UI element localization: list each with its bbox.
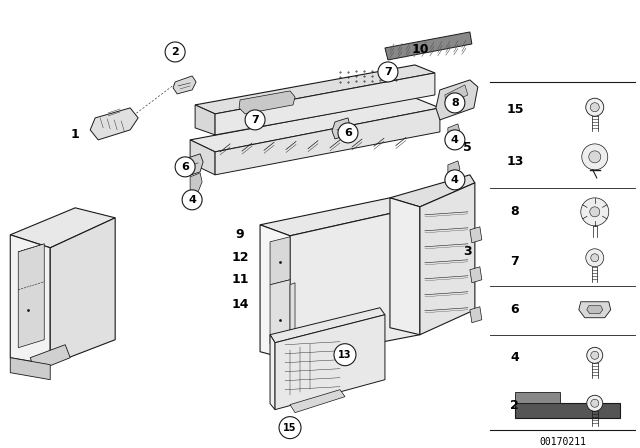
Polygon shape — [470, 227, 482, 243]
Polygon shape — [190, 98, 440, 152]
Polygon shape — [10, 358, 50, 379]
Polygon shape — [270, 308, 385, 343]
Polygon shape — [332, 118, 350, 139]
Polygon shape — [420, 183, 475, 335]
Circle shape — [590, 103, 599, 112]
Polygon shape — [195, 65, 435, 114]
Text: 15: 15 — [284, 422, 297, 433]
Circle shape — [586, 98, 604, 116]
Circle shape — [589, 151, 601, 163]
Circle shape — [182, 190, 202, 210]
Polygon shape — [436, 80, 478, 120]
Polygon shape — [30, 345, 70, 372]
Polygon shape — [445, 85, 468, 105]
Text: 7: 7 — [384, 67, 392, 77]
Polygon shape — [587, 306, 603, 314]
Text: 14: 14 — [231, 298, 249, 311]
Circle shape — [279, 417, 301, 439]
Polygon shape — [515, 392, 560, 403]
Text: 00170211: 00170211 — [540, 437, 586, 447]
Polygon shape — [290, 390, 345, 413]
Polygon shape — [390, 175, 475, 207]
Polygon shape — [173, 76, 196, 94]
Polygon shape — [260, 225, 290, 360]
Polygon shape — [10, 235, 50, 365]
Polygon shape — [239, 91, 295, 114]
Polygon shape — [470, 307, 482, 323]
Polygon shape — [10, 208, 115, 248]
Polygon shape — [270, 335, 275, 409]
Polygon shape — [275, 315, 385, 409]
Polygon shape — [290, 283, 295, 348]
Text: 8: 8 — [511, 205, 519, 218]
Text: 10: 10 — [411, 43, 429, 56]
Polygon shape — [448, 161, 460, 179]
Text: 15: 15 — [506, 103, 524, 116]
Circle shape — [587, 347, 603, 363]
Circle shape — [591, 399, 599, 407]
Circle shape — [378, 62, 398, 82]
Circle shape — [445, 93, 465, 113]
Circle shape — [586, 249, 604, 267]
Text: 6: 6 — [511, 303, 519, 316]
Circle shape — [445, 170, 465, 190]
Text: 4: 4 — [188, 195, 196, 205]
Circle shape — [587, 395, 603, 411]
Polygon shape — [579, 302, 611, 318]
Text: 2: 2 — [172, 47, 179, 57]
Text: 4: 4 — [451, 135, 459, 145]
Circle shape — [165, 42, 185, 62]
Polygon shape — [285, 350, 310, 373]
Polygon shape — [448, 124, 460, 142]
Polygon shape — [50, 218, 115, 365]
Polygon shape — [19, 244, 44, 348]
Text: 11: 11 — [231, 273, 249, 286]
Circle shape — [582, 144, 608, 170]
Polygon shape — [385, 32, 472, 60]
Text: 8: 8 — [451, 98, 459, 108]
Text: 4: 4 — [511, 351, 519, 364]
Circle shape — [591, 254, 599, 262]
Circle shape — [245, 110, 265, 130]
Polygon shape — [190, 140, 215, 175]
Text: 6: 6 — [344, 128, 352, 138]
Text: 4: 4 — [451, 175, 459, 185]
Polygon shape — [90, 108, 138, 140]
Polygon shape — [195, 105, 215, 135]
Text: 13: 13 — [506, 155, 524, 168]
Text: 1: 1 — [71, 129, 79, 142]
Text: 3: 3 — [463, 246, 472, 258]
Polygon shape — [515, 403, 620, 418]
Text: 13: 13 — [338, 350, 352, 360]
Circle shape — [445, 130, 465, 150]
Polygon shape — [270, 280, 290, 344]
Polygon shape — [215, 108, 440, 175]
Circle shape — [591, 351, 599, 359]
Polygon shape — [190, 173, 202, 195]
Text: 7: 7 — [511, 255, 519, 268]
Text: 5: 5 — [463, 142, 472, 155]
Circle shape — [580, 198, 609, 226]
Circle shape — [175, 157, 195, 177]
Text: 2: 2 — [511, 399, 519, 412]
Polygon shape — [215, 73, 435, 135]
Circle shape — [590, 207, 600, 217]
Polygon shape — [270, 237, 290, 285]
Polygon shape — [390, 198, 420, 335]
Text: 12: 12 — [231, 251, 249, 264]
Text: 6: 6 — [181, 162, 189, 172]
Polygon shape — [290, 207, 420, 360]
Text: 9: 9 — [236, 228, 244, 241]
Polygon shape — [185, 154, 203, 176]
Polygon shape — [470, 267, 482, 283]
Circle shape — [338, 123, 358, 143]
Circle shape — [334, 344, 356, 366]
Polygon shape — [260, 198, 420, 236]
Text: 7: 7 — [251, 115, 259, 125]
